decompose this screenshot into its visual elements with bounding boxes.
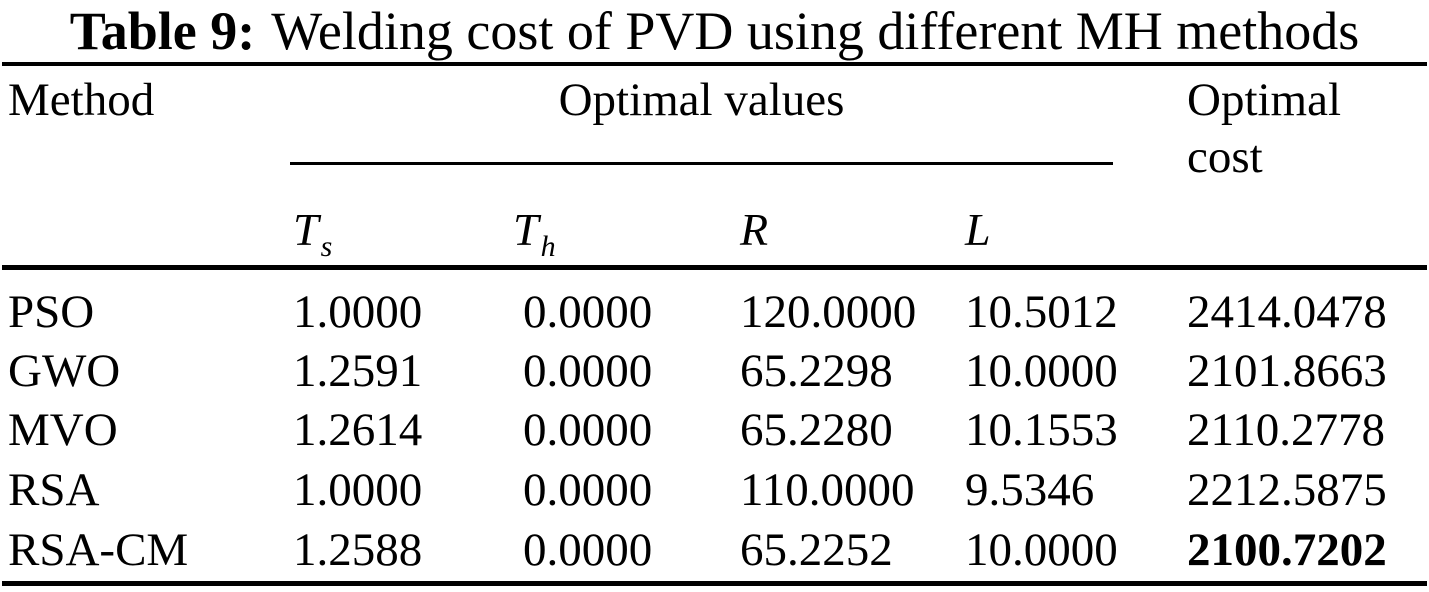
table-cell-th: 0.0000 bbox=[523, 345, 653, 397]
symbol-L: L bbox=[965, 204, 991, 255]
subscript-s: s bbox=[320, 230, 333, 263]
table-cell-l: 10.1553 bbox=[965, 404, 1118, 456]
table-cell-method: PSO bbox=[8, 286, 95, 338]
table-cell-method: MVO bbox=[8, 404, 118, 456]
table-cell-r: 65.2280 bbox=[740, 404, 893, 456]
symbol-T: T bbox=[293, 204, 319, 255]
table-cell-l: 10.0000 bbox=[965, 524, 1118, 576]
divider-header bbox=[2, 265, 1427, 270]
column-header-optimal-cost: Optimal cost bbox=[1187, 72, 1341, 186]
column-group-header-optimal-values: Optimal values bbox=[558, 74, 845, 126]
table-cell-r: 120.0000 bbox=[740, 286, 917, 338]
divider-group-underline bbox=[290, 162, 1113, 165]
table-cell-r: 110.0000 bbox=[740, 464, 915, 516]
table-cell-ts: 1.2588 bbox=[293, 524, 423, 576]
table-caption-label: Table 9: bbox=[69, 1, 256, 61]
table-cell-ts: 1.0000 bbox=[293, 464, 423, 516]
column-header-method: Method bbox=[8, 74, 155, 126]
table-cell-th: 0.0000 bbox=[523, 286, 653, 338]
table-cell-l: 10.0000 bbox=[965, 345, 1118, 397]
table-cell-r: 65.2252 bbox=[740, 524, 893, 576]
table-cell-ts: 1.2591 bbox=[293, 345, 423, 397]
table-cell-ts: 1.2614 bbox=[293, 404, 423, 456]
table-cell-method: RSA-CM bbox=[8, 524, 189, 576]
table-cell-cost: 2212.5875 bbox=[1187, 464, 1387, 516]
table-cell-ts: 1.0000 bbox=[293, 286, 423, 338]
table-caption-text: Welding cost of PVD using different MH m… bbox=[271, 1, 1360, 61]
table-cell-cost: 2414.0478 bbox=[1187, 286, 1387, 338]
column-header-optimal-cost-line1: Optimal bbox=[1187, 74, 1342, 126]
divider-top bbox=[2, 62, 1427, 66]
table-cell-th: 0.0000 bbox=[523, 404, 653, 456]
subcolumn-header-ts: Ts bbox=[293, 202, 333, 264]
table-cell-l: 10.5012 bbox=[965, 286, 1118, 338]
subcolumn-header-l: L bbox=[965, 202, 991, 258]
table-cell-method: GWO bbox=[8, 345, 121, 397]
symbol-T: T bbox=[513, 204, 539, 255]
subcolumn-header-r: R bbox=[740, 202, 768, 258]
table-cell-cost-best: 2100.7202 bbox=[1187, 524, 1387, 576]
divider-bottom bbox=[2, 581, 1427, 586]
table-cell-method: RSA bbox=[8, 464, 100, 516]
column-header-optimal-cost-line2: cost bbox=[1187, 131, 1263, 183]
subscript-h: h bbox=[540, 230, 556, 263]
table-caption: Table 9: Welding cost of PVD using differ… bbox=[0, 0, 1429, 62]
table-cell-l: 9.5346 bbox=[965, 464, 1095, 516]
table-cell-th: 0.0000 bbox=[523, 464, 653, 516]
table-cell-cost: 2101.8663 bbox=[1187, 345, 1387, 397]
table-cell-cost: 2110.2778 bbox=[1187, 404, 1386, 456]
subcolumn-header-th: Th bbox=[513, 202, 556, 264]
symbol-R: R bbox=[740, 204, 769, 255]
table-cell-r: 65.2298 bbox=[740, 345, 893, 397]
table-cell-th: 0.0000 bbox=[523, 524, 653, 576]
